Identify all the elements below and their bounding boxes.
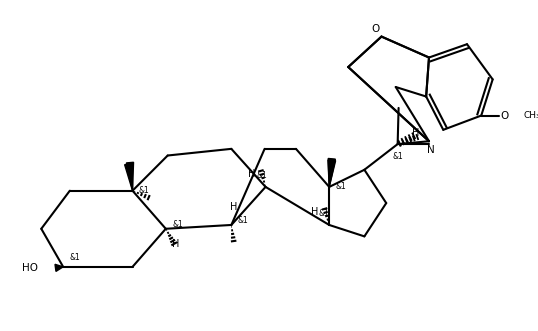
Text: N: N xyxy=(427,145,434,156)
Polygon shape xyxy=(328,159,335,187)
Text: &1: &1 xyxy=(318,209,329,218)
Text: &1: &1 xyxy=(256,171,267,180)
Text: H: H xyxy=(247,169,255,179)
Text: O: O xyxy=(500,111,508,120)
Text: H: H xyxy=(412,128,419,138)
Text: HO: HO xyxy=(22,263,38,273)
Text: H: H xyxy=(230,202,238,212)
Text: &1: &1 xyxy=(172,220,183,229)
Text: O: O xyxy=(371,24,379,34)
Polygon shape xyxy=(328,160,336,187)
Text: &1: &1 xyxy=(392,152,403,162)
Polygon shape xyxy=(126,162,133,191)
Text: &1: &1 xyxy=(335,182,346,191)
Text: &1: &1 xyxy=(237,216,248,225)
Polygon shape xyxy=(55,264,63,271)
Text: CH₃: CH₃ xyxy=(523,111,538,120)
Polygon shape xyxy=(125,164,132,191)
Text: &1: &1 xyxy=(139,186,150,195)
Text: H: H xyxy=(311,207,318,217)
Text: &1: &1 xyxy=(69,253,80,262)
Text: H: H xyxy=(172,239,180,249)
